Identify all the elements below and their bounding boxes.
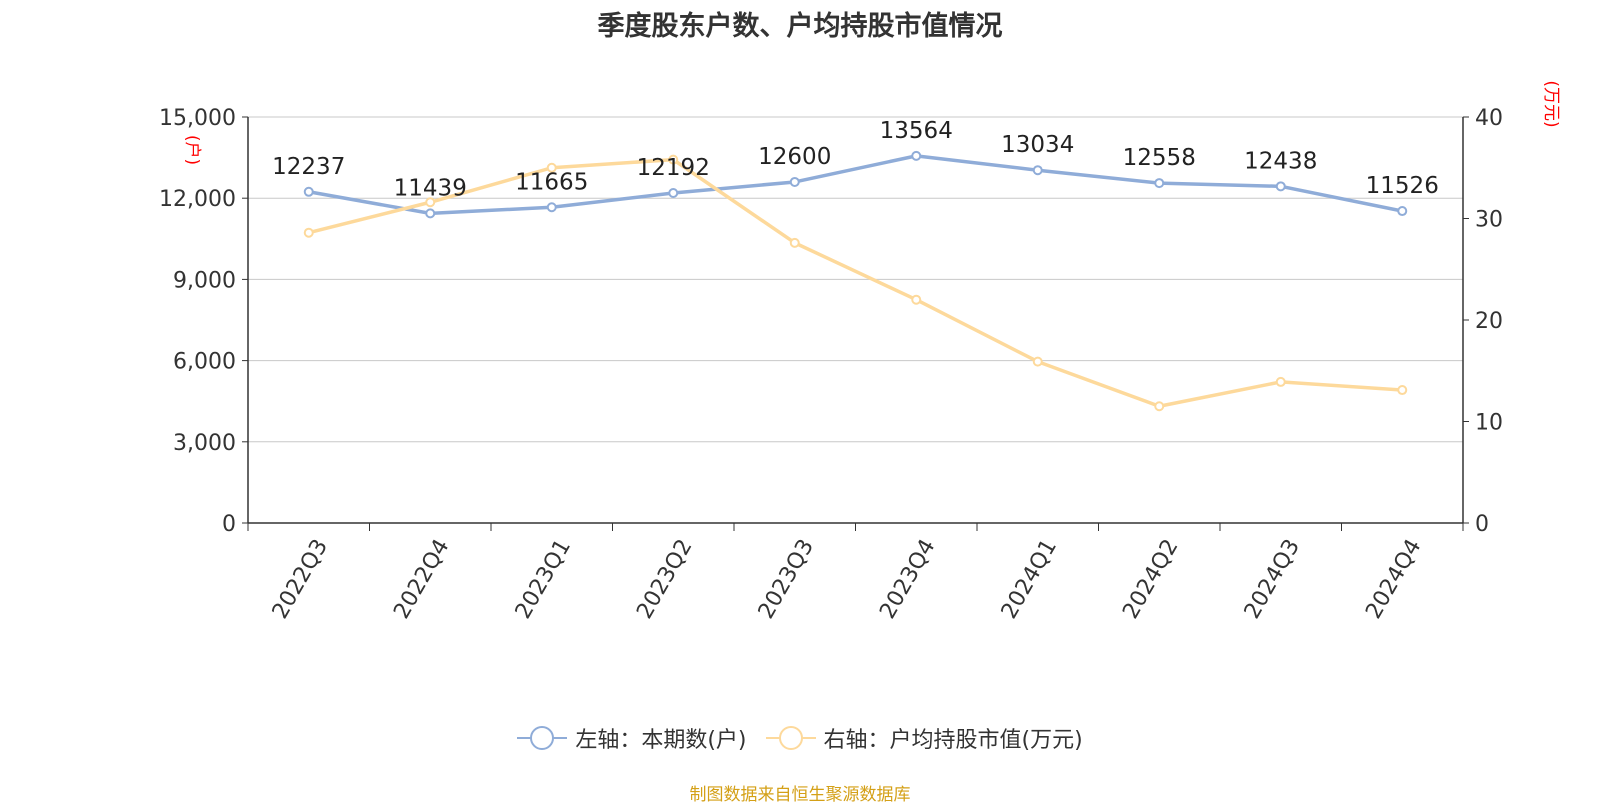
data-label: 11439 (394, 175, 467, 201)
chart-title: 季度股东户数、户均持股市值情况 (597, 11, 1003, 42)
data-point-left (1154, 178, 1165, 189)
data-label: 12438 (1244, 148, 1317, 174)
data-point-left (1032, 165, 1043, 176)
legend-label-left: 左轴：本期数(户) (575, 728, 747, 753)
right-axis-tick-label: 0 (1475, 512, 1489, 537)
data-point-left (1397, 206, 1408, 217)
data-label: 12600 (758, 144, 831, 170)
legend-label-right: 右轴：户均持股市值(万元) (823, 728, 1083, 753)
source-note: 制图数据来自恒生聚源数据库 (689, 785, 911, 805)
data-label: 13034 (1001, 132, 1074, 158)
axes: 0 3,000 6,000 9,000 12,000 15,000 0 10 20 30 40 (户)… (159, 80, 1561, 623)
data-labels: 12237 11439 11665 12192 12600 13564 13034 12558… (272, 118, 1439, 202)
left-axis-tick-label: 15,000 (159, 106, 236, 131)
data-label: 12192 (637, 155, 710, 181)
right-axis-unit: (万元) (1541, 80, 1561, 127)
left-axis-tick-label: 12,000 (159, 187, 236, 212)
data-point-left (303, 186, 314, 197)
x-axis-tick-label: 2024Q1 (997, 535, 1062, 623)
x-axis-tick-label: 2023Q4 (875, 535, 940, 623)
series-line-left (308, 154, 1403, 216)
x-axis-tick-label: 2023Q2 (632, 535, 697, 623)
x-axis-tick-label: 2024Q3 (1240, 535, 1305, 623)
right-axis-tick-label: 20 (1475, 309, 1503, 334)
series-line-right (308, 157, 1403, 409)
data-point-right (1275, 376, 1286, 387)
x-axis-tick-label: 2022Q4 (389, 535, 454, 623)
left-axis-tick-label: 6,000 (173, 350, 236, 375)
legend-item-right-series[interactable]: 右轴：户均持股市值(万元) (765, 722, 1083, 754)
data-point-right (1154, 401, 1165, 412)
data-point-right (1032, 356, 1043, 367)
data-point-left (1275, 181, 1286, 192)
data-point-right (668, 154, 679, 165)
left-axis-unit: (户) (182, 135, 202, 165)
data-point-left (668, 188, 679, 199)
data-point-left (425, 208, 436, 219)
data-point-left (546, 202, 557, 213)
legend-marker-left-icon (517, 725, 568, 751)
left-axis-tick-label: 0 (222, 512, 236, 537)
x-axis-tick-label: 2024Q2 (1118, 535, 1183, 623)
right-axis-tick-label: 30 (1475, 208, 1503, 233)
right-axis-tick-label: 10 (1475, 411, 1503, 436)
legend: 左轴：本期数(户) 右轴：户均持股市值(万元) (0, 722, 1600, 757)
data-label: 11665 (515, 169, 588, 195)
data-label: 11526 (1366, 173, 1439, 199)
series (303, 150, 1408, 412)
data-label: 12558 (1123, 145, 1196, 171)
data-point-left (911, 150, 922, 161)
data-point-right (911, 294, 922, 305)
right-axis-tick-label: 40 (1475, 106, 1503, 131)
x-axis-tick-label: 2023Q3 (754, 535, 819, 623)
data-point-right (546, 162, 557, 173)
data-point-right (425, 197, 436, 208)
left-axis-tick-label: 9,000 (173, 268, 236, 293)
left-axis-tick-label: 3,000 (173, 431, 236, 456)
data-point-right (303, 227, 314, 238)
x-axis-tick-label: 2024Q4 (1361, 535, 1426, 623)
data-label: 13564 (880, 118, 953, 144)
legend-item-left-series[interactable]: 左轴：本期数(户) (517, 722, 747, 754)
data-point-right (789, 237, 800, 248)
data-point-right (1397, 385, 1408, 396)
x-axis-tick-label: 2022Q3 (268, 535, 333, 623)
data-point-left (789, 176, 800, 187)
data-label: 12237 (272, 154, 345, 180)
legend-marker-right-icon (765, 725, 816, 751)
x-axis-tick-label: 2023Q1 (511, 535, 576, 623)
